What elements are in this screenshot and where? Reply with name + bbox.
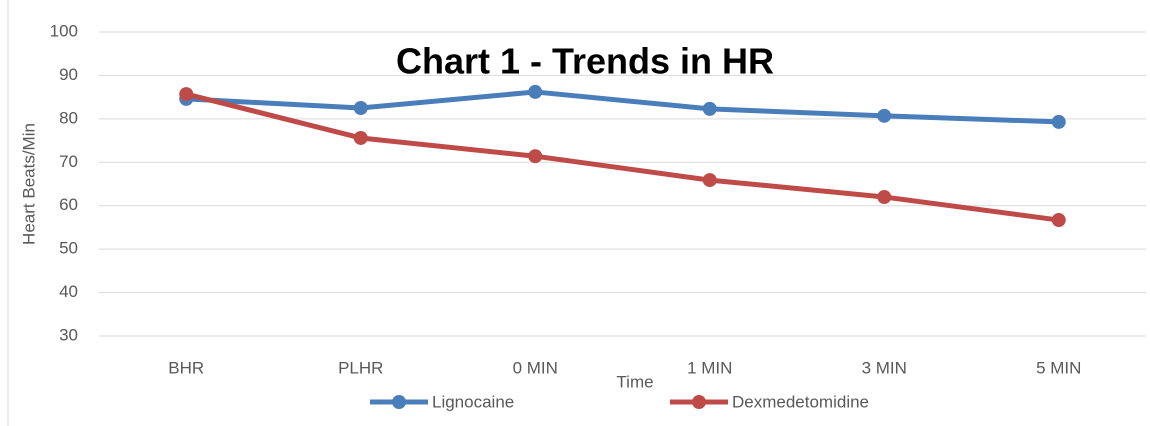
x-tick-label: BHR bbox=[168, 358, 204, 377]
y-tick-label: 30 bbox=[59, 325, 78, 344]
data-point bbox=[528, 149, 543, 164]
data-point bbox=[877, 108, 892, 123]
y-tick-label: 80 bbox=[59, 108, 78, 127]
y-tick-label: 90 bbox=[59, 65, 78, 84]
data-point bbox=[528, 84, 543, 99]
x-tick-label: PLHR bbox=[338, 358, 383, 377]
x-tick-label: 3 MIN bbox=[862, 358, 907, 377]
data-point bbox=[877, 190, 892, 205]
x-tick-label: 0 MIN bbox=[513, 358, 558, 377]
data-point bbox=[702, 101, 717, 116]
y-tick-label: 60 bbox=[59, 195, 78, 214]
data-point bbox=[353, 130, 368, 145]
chart-title: Chart 1 - Trends in HR bbox=[396, 41, 774, 82]
data-point bbox=[1051, 114, 1066, 129]
y-tick-label: 50 bbox=[59, 239, 78, 258]
data-point bbox=[702, 173, 717, 188]
legend-swatch-marker bbox=[692, 395, 706, 409]
y-axis-label: Heart Beats/Min bbox=[19, 123, 38, 245]
series-line bbox=[183, 89, 1062, 125]
y-tick-label: 40 bbox=[59, 282, 78, 301]
x-axis-label: Time bbox=[616, 372, 653, 391]
data-point bbox=[353, 101, 368, 115]
data-point bbox=[1051, 213, 1066, 228]
x-tick-label: 5 MIN bbox=[1036, 358, 1081, 377]
legend-label: Lignocaine bbox=[432, 392, 514, 411]
data-point bbox=[179, 87, 194, 102]
x-tick-label: 1 MIN bbox=[687, 358, 732, 377]
legend-swatch-marker bbox=[392, 395, 406, 409]
series-line bbox=[183, 91, 1062, 223]
y-tick-label: 100 bbox=[50, 21, 78, 40]
y-tick-label: 70 bbox=[59, 152, 78, 171]
legend-label: Dexmedetomidine bbox=[732, 392, 869, 411]
